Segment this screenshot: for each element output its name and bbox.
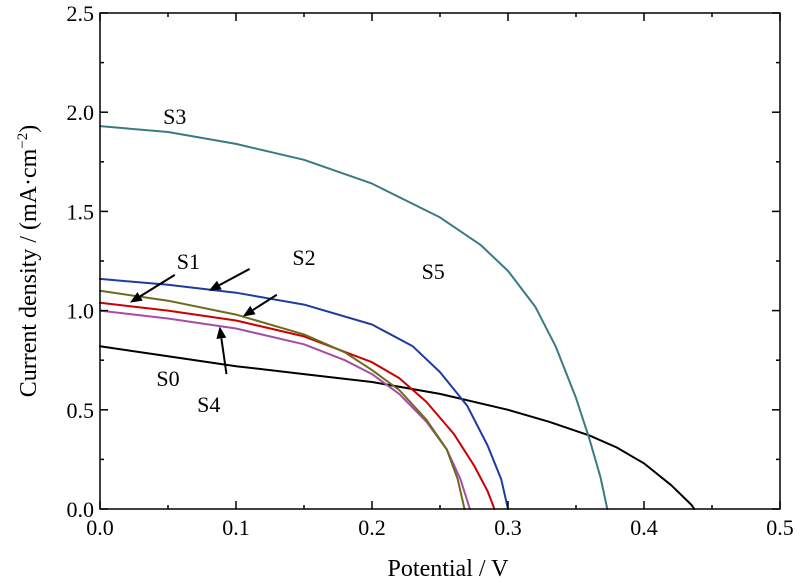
y-axis-label-tail: ): [16, 125, 42, 133]
curve-label-s5: S5: [422, 259, 445, 284]
curve-label-s3: S3: [163, 104, 186, 129]
y-axis-label-superscript: −2: [15, 133, 31, 149]
y-tick-label: 2.0: [67, 100, 95, 125]
tick-labels-group: 0.0 0.1 0.2 0.3 0.4 0.5 0.0 0.5 1.0 1.5 2.0 2.5: [67, 1, 794, 540]
y-tick-label: 1.5: [67, 199, 95, 224]
curve-label-s2: S2: [292, 245, 315, 270]
curve-s5: [99, 289, 466, 510]
curve-s3: [99, 125, 609, 510]
y-tick-label: 1.0: [67, 299, 95, 324]
x-tick-label: 0.1: [222, 515, 250, 540]
curves-group: [99, 125, 696, 510]
curve-s4: [99, 309, 471, 510]
arrow-line-s2: [218, 268, 251, 286]
curve-label-s1: S1: [177, 249, 200, 274]
x-tick-label: 0.2: [358, 515, 386, 540]
ticks-group: [99, 12, 781, 510]
y-axis-label-main: Current density / (mA·cm: [16, 148, 42, 397]
y-tick-label: 0.0: [67, 497, 95, 522]
arrow-line-s1: [139, 274, 176, 298]
curve-label-s4: S4: [197, 392, 220, 417]
y-axis-label: Current density / (mA·cm−2): [15, 125, 42, 398]
x-tick-label: 0.0: [86, 515, 114, 540]
y-tick-label: 2.5: [67, 1, 95, 26]
x-tick-label: 0.3: [494, 515, 522, 540]
x-tick-label: 0.4: [630, 515, 658, 540]
curve-s2: [99, 277, 509, 510]
curve-label-s0: S0: [156, 366, 179, 391]
x-axis-label: Potential / V: [388, 556, 510, 582]
arrow-head-s5: [242, 305, 256, 317]
x-tick-label: 0.5: [766, 515, 794, 540]
curve-s0: [99, 345, 696, 510]
arrow-line-s4: [220, 338, 228, 375]
arrow-head-s2: [208, 280, 222, 291]
arrow-head-s4: [216, 326, 227, 340]
y-tick-label: 0.5: [67, 398, 95, 423]
arrow-head-s1: [129, 292, 143, 303]
arrow-line-s5: [252, 293, 278, 311]
annotations-group: S3 S0 S1 S2 S5 S4: [129, 104, 445, 417]
curve-s1: [99, 301, 496, 510]
